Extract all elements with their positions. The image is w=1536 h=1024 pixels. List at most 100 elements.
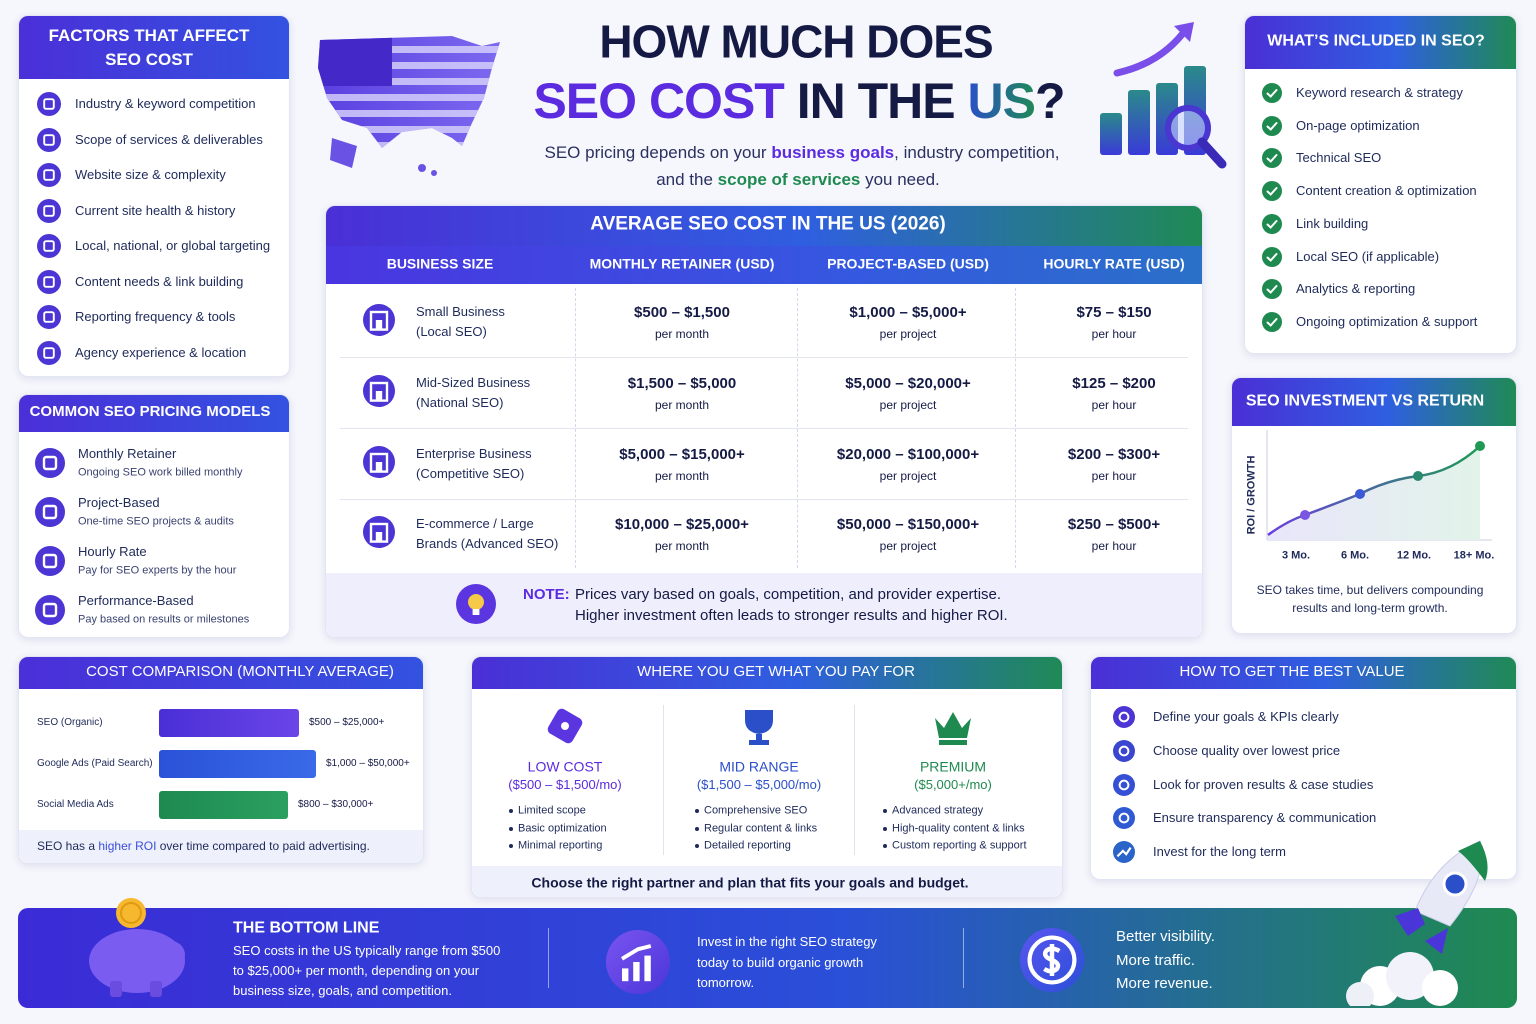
tier-footer xyxy=(472,866,1062,897)
card xyxy=(325,205,1203,638)
rocket-svg xyxy=(1346,840,1488,1010)
bottom-title: THE BOTTOM LINE xyxy=(233,919,380,937)
business-size: Brands (Advanced SEO) xyxy=(416,536,559,552)
included-item: Ongoing optimization & support xyxy=(1296,314,1478,330)
tier-icon xyxy=(927,704,979,750)
tier-feature: Minimal reporting xyxy=(518,839,603,852)
bottom-banner xyxy=(18,908,1517,1008)
icon-glyph xyxy=(42,455,58,471)
card-header xyxy=(19,16,289,79)
icon-glyph xyxy=(1266,317,1278,327)
icon-glyph xyxy=(1027,935,1077,985)
tier-icon xyxy=(733,704,785,750)
icon xyxy=(37,127,61,152)
business-size: (National SEO) xyxy=(416,395,504,411)
bullet xyxy=(509,844,513,848)
icon xyxy=(1262,181,1282,202)
tier-feature: Detailed reporting xyxy=(704,839,791,852)
icon-glyph xyxy=(42,504,58,520)
best-value-item: Define your goals & KPIs clearly xyxy=(1153,709,1339,725)
card-title: HOW TO GET THE BEST VALUE xyxy=(1179,663,1405,680)
bottom-text: SEO costs in the US typically range from… xyxy=(233,943,501,959)
tier-name: LOW COST xyxy=(527,758,603,775)
piggy-bank xyxy=(75,893,200,1003)
icon-glyph xyxy=(369,310,389,331)
card-header xyxy=(1232,378,1516,426)
bullet xyxy=(883,826,887,831)
icon-glyph xyxy=(1266,285,1278,295)
subtitle: SEO pricing depends on your business goa… xyxy=(545,143,1060,163)
model-description: Pay for SEO experts by the hour xyxy=(78,564,237,577)
included-item: Local SEO (if applicable) xyxy=(1296,248,1440,264)
card-title: COST COMPARISON (MONTHLY AVERAGE) xyxy=(86,663,394,680)
x-axis-label: 18+ Mo. xyxy=(1453,549,1495,562)
business-size: Small Business xyxy=(416,304,505,320)
tier-feature: Basic optimization xyxy=(518,821,607,834)
tier-range: ($1,500 – $5,000/mo) xyxy=(696,777,822,793)
tier-feature: Regular content & links xyxy=(704,821,818,834)
column-header-band xyxy=(326,246,1202,284)
column-header: PROJECT-BASED (USD) xyxy=(827,255,989,272)
icon xyxy=(37,234,61,258)
icon-glyph xyxy=(1266,154,1278,164)
y-axis-label: ROI / GROWTH xyxy=(1245,455,1258,535)
icon xyxy=(37,340,61,365)
icon xyxy=(1113,807,1135,830)
text-part: you need. xyxy=(860,169,940,189)
factor-item: Current site health & history xyxy=(75,202,236,218)
icon-glyph xyxy=(369,381,389,402)
icon xyxy=(37,163,61,187)
icon xyxy=(1262,213,1282,234)
price-unit: per hour xyxy=(1091,468,1137,483)
icon xyxy=(35,497,65,527)
icon xyxy=(35,448,65,478)
comparison-bar xyxy=(159,750,316,778)
icon-glyph xyxy=(621,944,652,982)
icon xyxy=(456,584,496,624)
icon xyxy=(1020,928,1084,992)
icon-glyph xyxy=(43,311,55,323)
text-part: SEO pricing depends on your xyxy=(544,142,772,162)
bullet xyxy=(695,826,699,831)
included-item: Keyword research & strategy xyxy=(1296,85,1463,101)
price-unit: per project xyxy=(879,326,937,341)
price: $5,000 – $15,000+ xyxy=(619,446,745,463)
tier-feature: Limited scope xyxy=(518,804,586,817)
us-map-svg xyxy=(318,36,500,176)
price-unit: per month xyxy=(654,468,710,483)
icon-glyph xyxy=(1266,252,1278,262)
title: SEO COST IN THE US? xyxy=(533,71,1066,131)
price-unit: per project xyxy=(879,468,937,483)
table-title: AVERAGE SEO COST IN THE US (2026) xyxy=(590,213,946,235)
banner-divider xyxy=(963,928,964,988)
icon xyxy=(363,375,395,407)
text-part: ? xyxy=(1034,73,1066,129)
factor-item: Local, national, or global targeting xyxy=(75,238,271,254)
price: $250 – $500+ xyxy=(1067,516,1161,533)
tier-icon-svg xyxy=(745,710,773,745)
icon-glyph xyxy=(43,169,55,181)
price-unit: per project xyxy=(879,538,937,553)
card xyxy=(1090,656,1517,880)
tier-feature: Advanced strategy xyxy=(892,804,984,817)
card-title: SEO INVESTMENT VS RETURN xyxy=(1245,392,1485,410)
price-unit: per project xyxy=(879,397,937,412)
card xyxy=(18,15,290,377)
text-part: , industry competition, xyxy=(894,142,1060,162)
icon xyxy=(1262,311,1282,332)
bullet xyxy=(883,809,887,813)
comparison-range: $1,000 – $50,000+ xyxy=(326,758,410,769)
icon-glyph xyxy=(43,275,55,288)
bottom-text: business size, goals, and competition. xyxy=(233,983,452,999)
text-part: scope of services xyxy=(717,169,861,189)
price: $1,000 – $5,000+ xyxy=(849,304,967,321)
business-size: Enterprise Business xyxy=(416,446,532,462)
icon xyxy=(1262,246,1282,267)
comparison-name: Social Media Ads xyxy=(37,799,114,810)
text-part: and the xyxy=(656,169,718,189)
text-part: business goals xyxy=(771,142,895,162)
tier-range: ($500 – $1,500/mo) xyxy=(508,777,622,793)
icon-glyph xyxy=(369,522,389,543)
tier-range: ($5,000+/mo) xyxy=(914,777,992,793)
